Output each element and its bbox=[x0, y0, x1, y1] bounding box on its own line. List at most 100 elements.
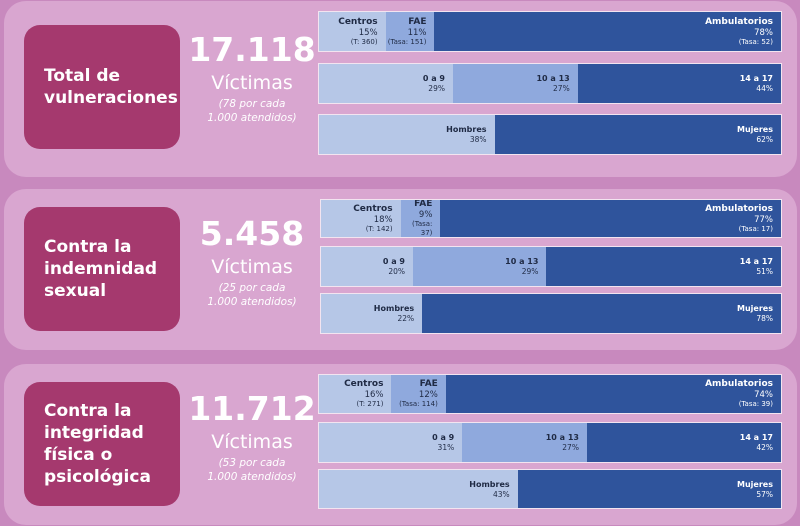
bar-segment-modalidad-0: Centros 18% (T: 142) bbox=[321, 200, 401, 237]
segment-name: 14 a 17 bbox=[739, 257, 773, 266]
bar-modalidad: Centros 18% (T: 142) FAE 9% (Tasa: 37) Ambulat… bbox=[320, 199, 782, 238]
segment-rate: (T: 271) bbox=[356, 400, 384, 408]
segment-percent: 9% bbox=[418, 210, 433, 220]
segment-name: 0 a 9 bbox=[432, 433, 455, 442]
bar-segment-edad-1: 10 a 13 29% bbox=[413, 247, 547, 286]
bar-segment-modalidad-2: Ambulatorios 78% (Tasa: 52) bbox=[434, 12, 781, 51]
bar-segment-modalidad-1: FAE 11% (Tasa: 151) bbox=[385, 12, 435, 51]
rate-line-2: 1.000 atendidos) bbox=[207, 471, 297, 483]
segment-name: 10 a 13 bbox=[545, 433, 579, 442]
bar-modalidad: Centros 16% (T: 271) FAE 12% (Tasa: 114) Ambul… bbox=[318, 374, 782, 414]
segment-name: Ambulatorios bbox=[705, 16, 773, 27]
segment-rate: (Tasa: 151) bbox=[387, 37, 427, 46]
segment-name: Centros bbox=[338, 16, 378, 27]
bar-segment-sexo-0: Hombres 43% bbox=[319, 470, 518, 508]
segment-percent: 22% bbox=[397, 314, 415, 323]
segment-name: Ambulatorios bbox=[705, 379, 773, 389]
segment-percent: 18% bbox=[373, 214, 393, 225]
bar-sexo: Hombres 22% Mujeres 78% bbox=[320, 293, 782, 334]
victims-stats: 11.712 Víctimas (53 por cada 1.000 atendido… bbox=[188, 390, 316, 484]
bar-edad: 0 a 9 20% 10 a 13 29% 14 a 17 51% bbox=[320, 246, 782, 287]
segment-percent: 78% bbox=[756, 314, 773, 323]
segment-name: Centros bbox=[353, 203, 393, 214]
bar-edad: 0 a 9 31% 10 a 13 27% 14 a 17 42% bbox=[318, 422, 782, 463]
victims-stats: 17.118 Víctimas (78 por cada 1.000 atendido… bbox=[188, 31, 316, 125]
category-label: Contra la integridad física o psicológic… bbox=[44, 401, 151, 487]
bar-segment-modalidad-0: Centros 16% (T: 271) bbox=[319, 375, 392, 413]
segment-rate: (T: 360) bbox=[350, 37, 378, 46]
segment-name: Hombres bbox=[469, 479, 510, 489]
rate-line-1: (53 por cada bbox=[218, 457, 286, 469]
segment-percent: 74% bbox=[754, 390, 773, 400]
bar-segment-edad-2: 14 a 17 42% bbox=[586, 423, 781, 462]
segment-name: Hombres bbox=[446, 125, 487, 134]
segment-percent: 11% bbox=[407, 27, 427, 38]
category-label: Contra la indemnidad sexual bbox=[44, 237, 158, 301]
segment-name: Centros bbox=[344, 379, 384, 389]
bar-sexo: Hombres 43% Mujeres 57% bbox=[318, 469, 782, 509]
segment-percent: 15% bbox=[358, 27, 378, 38]
victims-count: 5.458 bbox=[199, 214, 305, 253]
segment-percent: 57% bbox=[756, 489, 773, 499]
segment-percent: 27% bbox=[562, 443, 579, 452]
category-box: Contra la indemnidad sexual bbox=[24, 207, 180, 331]
segment-name: Hombres bbox=[373, 304, 415, 313]
segment-percent: 78% bbox=[754, 27, 773, 38]
segment-name: 10 a 13 bbox=[536, 74, 570, 83]
bar-segment-modalidad-0: Centros 15% (T: 360) bbox=[319, 12, 386, 51]
bar-segment-modalidad-1: FAE 9% (Tasa: 37) bbox=[400, 200, 441, 237]
segment-name: Mujeres bbox=[737, 304, 773, 313]
segment-name: FAE bbox=[408, 16, 427, 27]
bar-segment-edad-0: 0 a 9 20% bbox=[321, 247, 413, 286]
victims-stats: 5.458 Víctimas (25 por cada 1.000 atendidos… bbox=[188, 215, 316, 309]
bar-edad: 0 a 9 29% 10 a 13 27% 14 a 17 44% bbox=[318, 63, 782, 104]
bar-sexo: Hombres 38% Mujeres 62% bbox=[318, 114, 782, 155]
segment-name: 14 a 17 bbox=[739, 74, 773, 83]
bar-segment-sexo-1: Mujeres 78% bbox=[422, 294, 781, 333]
segment-rate: (Tasa: 37) bbox=[411, 220, 433, 237]
segment-percent: 62% bbox=[756, 135, 773, 144]
bar-segment-sexo-0: Hombres 38% bbox=[319, 115, 495, 154]
bar-segment-edad-1: 10 a 13 27% bbox=[462, 423, 587, 462]
segment-percent: 27% bbox=[553, 84, 570, 93]
segment-rate: (T: 142) bbox=[365, 224, 393, 233]
victims-label: Víctimas bbox=[211, 72, 293, 94]
segment-rate: (Tasa: 17) bbox=[738, 224, 773, 233]
rate-line-2: 1.000 atendidos) bbox=[207, 296, 297, 308]
category-label: Total de vulneraciones bbox=[44, 66, 178, 108]
segment-percent: 31% bbox=[437, 443, 455, 452]
rate-line-1: (25 por cada bbox=[218, 282, 286, 294]
bar-segment-edad-2: 14 a 17 44% bbox=[577, 64, 781, 103]
bar-segment-modalidad-2: Ambulatorios 77% (Tasa: 17) bbox=[440, 200, 781, 237]
segment-rate: (Tasa: 39) bbox=[738, 400, 773, 408]
bar-segment-edad-0: 0 a 9 29% bbox=[319, 64, 453, 103]
victims-label: Víctimas bbox=[211, 256, 293, 278]
bar-segment-modalidad-1: FAE 12% (Tasa: 114) bbox=[391, 375, 446, 413]
segment-rate: (Tasa: 52) bbox=[738, 37, 773, 46]
segment-percent: 43% bbox=[492, 489, 510, 499]
category-box: Total de vulneraciones bbox=[24, 25, 180, 149]
segment-percent: 51% bbox=[756, 267, 773, 276]
segment-name: 0 a 9 bbox=[422, 74, 445, 83]
segment-percent: 20% bbox=[388, 267, 405, 276]
bar-segment-edad-0: 0 a 9 31% bbox=[319, 423, 463, 462]
segment-name: 10 a 13 bbox=[505, 257, 539, 266]
bar-segment-edad-2: 14 a 17 51% bbox=[546, 247, 781, 286]
segment-percent: 38% bbox=[469, 135, 487, 144]
segment-percent: 16% bbox=[364, 390, 384, 400]
panel-3: Contra la integridad física o psicológic… bbox=[4, 364, 797, 525]
segment-percent: 29% bbox=[428, 84, 445, 93]
bar-segment-sexo-1: Mujeres 57% bbox=[517, 470, 781, 508]
bar-modalidad: Centros 15% (T: 360) FAE 11% (Tasa: 151) Ambul… bbox=[318, 11, 782, 52]
segment-name: Ambulatorios bbox=[705, 203, 773, 214]
segment-name: 0 a 9 bbox=[382, 257, 405, 266]
bar-segment-sexo-0: Hombres 22% bbox=[321, 294, 423, 333]
victims-label: Víctimas bbox=[211, 431, 293, 453]
panel-1: Total de vulneraciones 17.118 Víctimas (78 … bbox=[4, 1, 797, 177]
segment-name: Mujeres bbox=[737, 479, 773, 489]
segment-rate: (Tasa: 114) bbox=[399, 400, 438, 408]
rate-line-1: (78 por cada bbox=[218, 98, 286, 110]
segment-percent: 44% bbox=[756, 84, 773, 93]
category-box: Contra la integridad física o psicológic… bbox=[24, 382, 180, 506]
segment-name: 14 a 17 bbox=[739, 433, 773, 442]
